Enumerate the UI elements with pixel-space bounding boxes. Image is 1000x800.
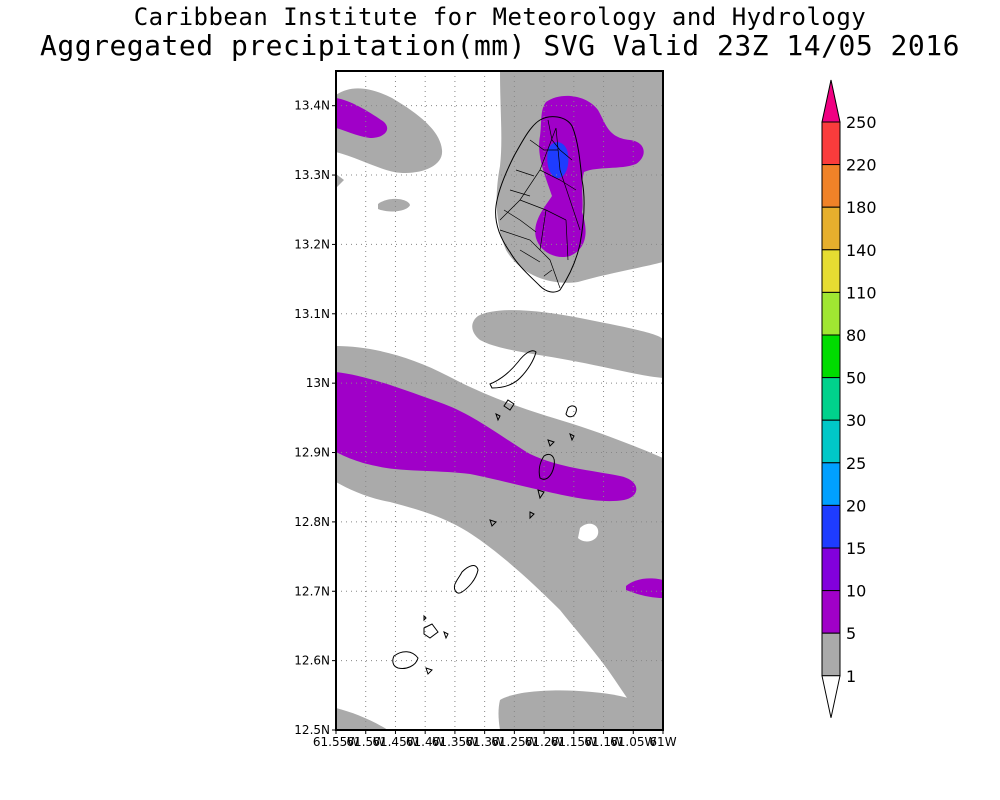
latitude-tick-label: 12.7N — [294, 584, 330, 598]
precipitation-layer — [336, 71, 663, 730]
island-small-cay — [423, 614, 427, 622]
latitude-tick-label: 13N — [306, 376, 330, 390]
colorbar-label: 110 — [846, 283, 877, 302]
island-union — [453, 565, 479, 594]
colorbar-swatch — [821, 462, 841, 506]
colorbar-swatch — [821, 590, 841, 634]
colorbar-swatch — [821, 121, 841, 166]
island-small-cay — [537, 489, 545, 500]
precip-area-1-5mm — [498, 690, 663, 730]
colorbar-swatch — [821, 377, 841, 421]
island-small-cay — [425, 667, 433, 675]
latitude-tick-label: 12.6N — [294, 654, 330, 668]
colorbar-swatch — [821, 547, 841, 592]
longitude-tick-label: 61.2W — [525, 735, 564, 749]
colorbar-label: 20 — [846, 496, 866, 515]
colorbar-label: 1 — [846, 667, 856, 686]
longitude-tick-label: 61.35W — [432, 735, 478, 749]
island-small-cay — [489, 519, 497, 527]
precip-gap — [578, 523, 599, 542]
colorbar-label: 10 — [846, 582, 866, 601]
title-product: Aggregated precipitation(mm) SVG Valid 2… — [40, 29, 960, 62]
precip-area-5-10mm — [626, 578, 663, 598]
longitude-tick-label: 61.05W — [610, 735, 656, 749]
colorbar-label: 220 — [846, 156, 877, 175]
island-carriacou — [423, 623, 439, 639]
island-petite-martinique — [392, 651, 419, 669]
precip-area-15-20mm — [547, 142, 569, 179]
longitude-tick-label: 61.4W — [406, 735, 445, 749]
island-st-vincent — [495, 116, 585, 293]
colorbar-label: 250 — [846, 113, 877, 132]
latitude-tick-label: 13.3N — [294, 168, 330, 182]
latitude-tick-label: 12.9N — [294, 446, 330, 460]
precip-area-1-5mm — [378, 198, 410, 212]
longitude-axis: 61.55W61.5W61.45W61.4W61.35W61.3W61.25W6… — [313, 730, 677, 749]
colorbar-label: 80 — [846, 326, 866, 345]
latitude-axis: 13.4N 13.3N 13.2N 13.1N 13N 12.9N 12.8N 12.7N 12… — [294, 99, 336, 737]
latitude-tick-label: 13.1N — [294, 307, 330, 321]
colorbar-label: 180 — [846, 198, 877, 217]
precip-area-1-5mm — [336, 174, 344, 188]
island-canouan — [538, 453, 555, 480]
precipitation-colorbar: 250 220 180 140 110 80 50 30 25 20 15 10 5 1 — [821, 79, 877, 718]
latitude-tick-label: 12.5N — [294, 723, 330, 737]
colorbar-swatch — [821, 334, 841, 379]
island-small-cay — [495, 413, 501, 422]
colorbar-swatch — [821, 419, 841, 464]
precip-area-5-10mm — [535, 95, 644, 258]
longitude-tick-label: 61.5W — [346, 735, 385, 749]
colorbar-label: 25 — [846, 454, 866, 473]
colorbar-swatch — [821, 675, 841, 718]
island-st-vincent-watersheds — [499, 119, 581, 289]
colorbar-label: 30 — [846, 411, 866, 430]
longitude-tick-label: 61W — [649, 735, 676, 749]
map-title-block: Caribbean Institute for Meteorology and … — [0, 4, 1000, 62]
island-small-cay — [443, 631, 449, 640]
island-small-cay — [503, 399, 515, 411]
colorbar-swatch — [821, 79, 841, 123]
longitude-tick-label: 61.25W — [491, 735, 537, 749]
colorbar-swatch — [821, 291, 841, 336]
latitude-tick-label: 12.8N — [294, 515, 330, 529]
colorbar-label: 140 — [846, 241, 877, 260]
precip-area-5-10mm — [336, 98, 388, 138]
title-institute: Caribbean Institute for Meteorology and … — [133, 3, 867, 31]
longitude-tick-label: 61.45W — [372, 735, 418, 749]
island-mustique — [565, 405, 577, 418]
colorbar-label: 5 — [846, 624, 856, 643]
colorbar-swatch — [821, 504, 841, 549]
precip-area-1-5mm — [336, 708, 388, 730]
latitude-tick-label: 13.4N — [294, 99, 330, 113]
colorbar-label: 50 — [846, 369, 866, 388]
island-bequia — [489, 350, 537, 389]
longitude-tick-label: 61.55W — [313, 735, 359, 749]
precip-area-1-5mm — [472, 310, 663, 378]
precip-area-5-10mm — [336, 372, 637, 502]
map-frame — [335, 70, 664, 731]
colorbar-swatch — [821, 249, 841, 293]
colorbar-swatch — [821, 632, 841, 677]
island-small-cay — [529, 511, 535, 520]
longitude-tick-label: 61.1W — [584, 735, 623, 749]
longitude-tick-label: 61.15W — [551, 735, 597, 749]
colorbar-swatch — [821, 206, 841, 251]
longitude-tick-label: 61.3W — [465, 735, 504, 749]
island-small-cay — [569, 433, 575, 442]
colorbar-label: 15 — [846, 539, 866, 558]
latitude-tick-label: 13.2N — [294, 237, 330, 251]
land-outlines — [392, 116, 585, 675]
island-small-cay — [547, 439, 555, 447]
colorbar-swatch — [821, 164, 841, 208]
